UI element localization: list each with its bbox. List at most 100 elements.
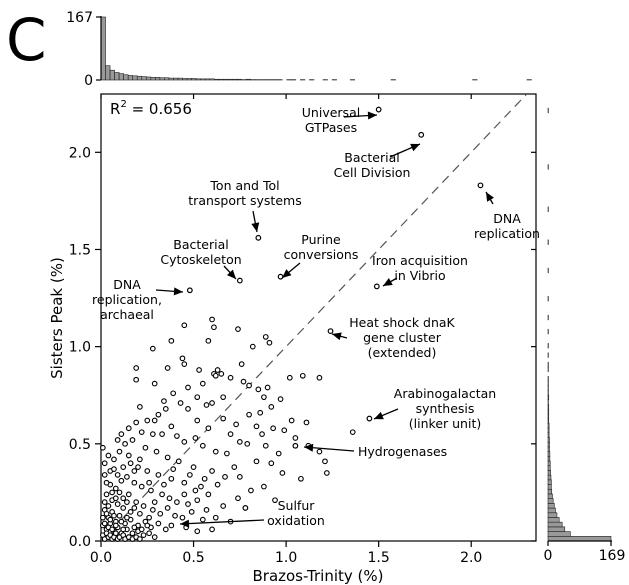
annotation-arrowhead	[332, 332, 342, 341]
data-point	[138, 526, 145, 533]
x-axis-label: Brazos-Trinity (%)	[252, 567, 383, 585]
data-point	[257, 409, 264, 416]
data-point	[131, 505, 138, 511]
data-point	[118, 518, 125, 525]
top-histogram-bar	[191, 78, 197, 81]
data-point	[181, 479, 188, 486]
data-point	[140, 532, 147, 539]
data-point	[261, 394, 267, 401]
right-histogram-bar	[547, 493, 553, 499]
panel-label: C	[6, 6, 47, 74]
top-histogram-bar	[182, 78, 188, 81]
data-point	[142, 444, 149, 451]
data-point	[157, 510, 164, 517]
top-histogram-bar	[109, 69, 115, 81]
annotated-data-point	[236, 277, 243, 284]
annotation-label-line: Bacterial	[344, 150, 399, 165]
x-tick-label: 1.5	[368, 550, 390, 566]
right-histogram-bar	[547, 413, 550, 419]
data-point	[164, 365, 171, 371]
annotation-label-line: gene cluster	[363, 330, 442, 345]
right-histogram-bar	[547, 404, 550, 410]
annotation-label-line: Universal	[302, 105, 360, 120]
data-point	[231, 464, 238, 470]
data-point	[112, 522, 119, 529]
data-point	[137, 510, 143, 517]
annotated-data-point	[327, 328, 334, 335]
data-point	[127, 508, 134, 515]
x-tick-label: 0.0	[90, 550, 112, 566]
data-point	[133, 499, 140, 505]
annotation-label-line: Ton and Tol	[209, 178, 279, 193]
data-point	[105, 503, 112, 509]
data-point	[170, 466, 177, 472]
top-histogram-bar	[127, 75, 134, 81]
data-point	[111, 466, 117, 472]
annotation-label: Ton and Tol transport systems	[188, 178, 301, 208]
r-squared-label: R2 = 0.656	[110, 99, 192, 118]
right-histogram-bar	[547, 484, 552, 490]
annotated-data-point	[418, 131, 425, 138]
data-point	[122, 440, 128, 447]
data-point	[187, 472, 193, 478]
data-point	[101, 520, 108, 527]
top-histogram-bar	[236, 78, 242, 81]
data-point	[125, 491, 132, 498]
annotation-label: DNA replication	[474, 211, 540, 241]
data-point	[194, 417, 201, 424]
annotation-label-line: in Vibrio	[394, 268, 445, 283]
data-point	[253, 458, 260, 465]
data-point	[214, 481, 221, 488]
data-point	[205, 337, 212, 344]
data-point	[288, 417, 295, 424]
annotation-label: Hydrogenases	[358, 444, 447, 459]
y-tick-label: 1.5	[69, 242, 91, 258]
data-point	[249, 343, 256, 350]
data-point	[124, 474, 130, 480]
right-histogram: 0 169	[544, 107, 625, 564]
data-point	[303, 419, 310, 426]
data-point	[275, 450, 282, 457]
annotation-label-line: Cell Division	[334, 165, 411, 180]
data-point	[179, 514, 186, 521]
annotation-label-line: transport systems	[188, 193, 301, 208]
right-histogram-bar	[547, 479, 552, 485]
annotation-label-line: Sulfur	[278, 498, 316, 513]
data-point	[235, 495, 241, 502]
right-histogram-bar	[547, 488, 553, 495]
data-point	[194, 528, 201, 535]
data-point	[151, 499, 158, 505]
data-point	[146, 479, 152, 486]
data-point	[101, 499, 108, 505]
right-histogram-bar	[547, 498, 554, 504]
data-point	[146, 514, 152, 521]
data-point	[205, 491, 212, 498]
data-point	[118, 477, 125, 484]
data-point	[203, 402, 210, 408]
annotation-label-line: conversions	[284, 247, 359, 262]
annotation-arrowhead	[173, 287, 183, 296]
data-point	[133, 365, 140, 371]
right-histogram-bar	[547, 418, 550, 424]
data-point	[149, 345, 156, 352]
top-histogram-bar	[118, 73, 124, 81]
data-point	[299, 372, 306, 379]
data-point	[188, 508, 195, 515]
data-point	[159, 491, 165, 498]
data-point	[172, 512, 178, 519]
data-point	[131, 468, 138, 474]
data-point	[125, 452, 132, 459]
data-point	[144, 417, 151, 424]
plot-frame	[100, 93, 537, 542]
data-point	[109, 489, 115, 496]
right-histogram-bar	[547, 507, 556, 514]
data-point	[168, 475, 175, 482]
data-point	[281, 427, 288, 434]
data-point	[218, 371, 225, 377]
data-point	[181, 322, 188, 329]
annotated-data-point	[242, 505, 249, 511]
data-point	[137, 536, 143, 542]
annotation-label-line: Iron acquisition	[372, 253, 468, 268]
right-histogram-bar	[547, 460, 551, 467]
